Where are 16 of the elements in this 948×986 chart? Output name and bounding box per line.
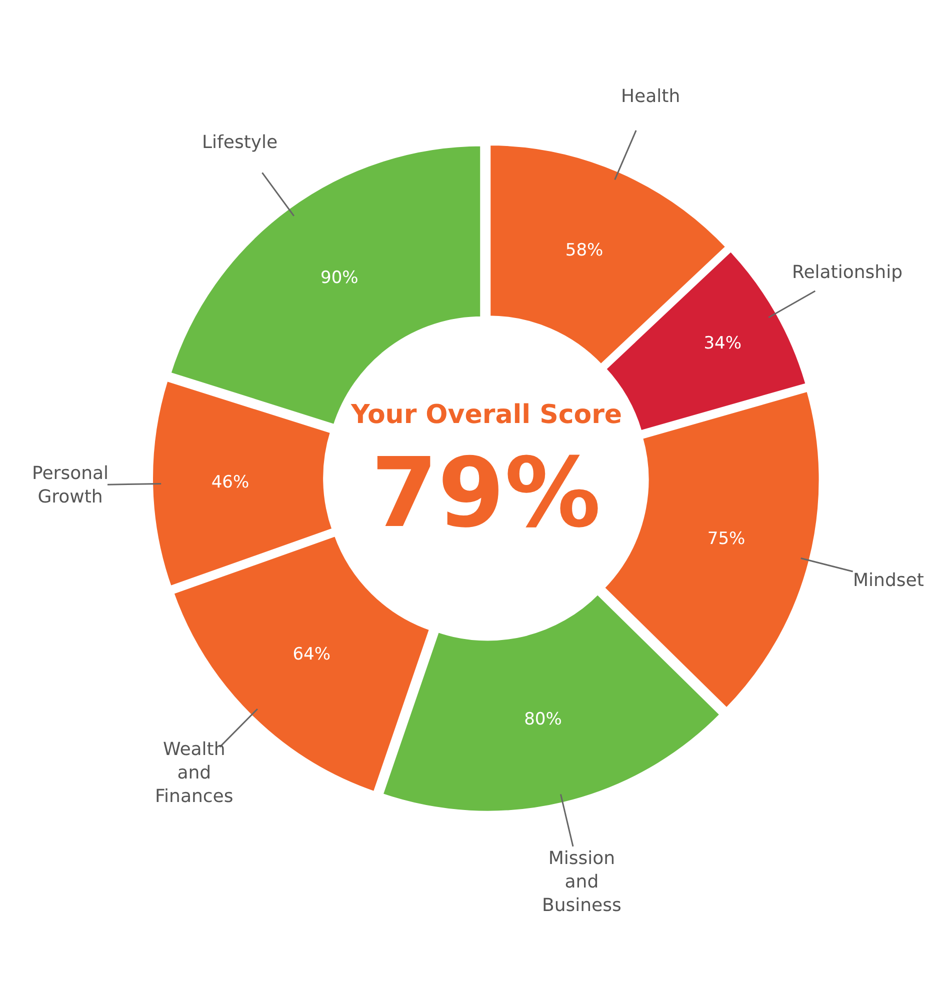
text: Your Overall Score [350,400,622,430]
data-label: 34% [704,334,742,354]
slice-label: Health [621,86,680,107]
data-label: 46% [211,472,250,492]
data-label: 64% [292,644,330,664]
data-label: 58% [565,240,604,260]
slice-label: Lifestyle [202,132,278,153]
text: 79% [371,437,601,549]
slice-label: Mission and Business [542,848,622,916]
slice-label: Relationship [792,262,902,283]
slice-label: Wealth and Finances [155,739,234,807]
data-label: 90% [320,268,358,288]
slice-label: Personal Growth [32,463,109,508]
data-label: 75% [707,529,746,550]
data-label: 80% [524,709,562,730]
slice-label: Mindset [853,570,924,591]
